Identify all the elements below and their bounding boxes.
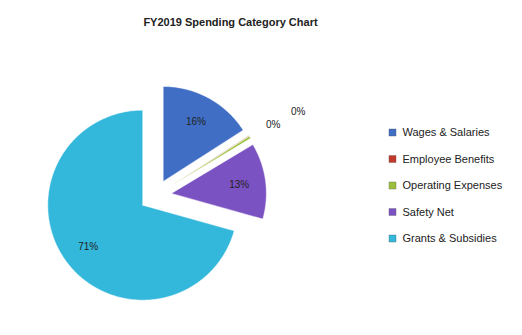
svg-text:71%: 71% (78, 241, 98, 252)
svg-text:16%: 16% (186, 116, 206, 127)
svg-text:Grants & Subsidies: Grants & Subsidies (403, 232, 498, 244)
svg-text:Employee Benefits: Employee Benefits (403, 153, 495, 165)
svg-text:0%: 0% (266, 119, 281, 130)
svg-text:Safety Net: Safety Net (403, 206, 454, 218)
svg-text:0%: 0% (291, 106, 306, 117)
svg-text:FY2019 Spending Category Chart: FY2019 Spending Category Chart (143, 16, 318, 28)
svg-text:13%: 13% (229, 179, 249, 190)
svg-text:Wages & Salaries: Wages & Salaries (403, 126, 491, 138)
svg-text:Operating Expenses: Operating Expenses (403, 179, 503, 191)
